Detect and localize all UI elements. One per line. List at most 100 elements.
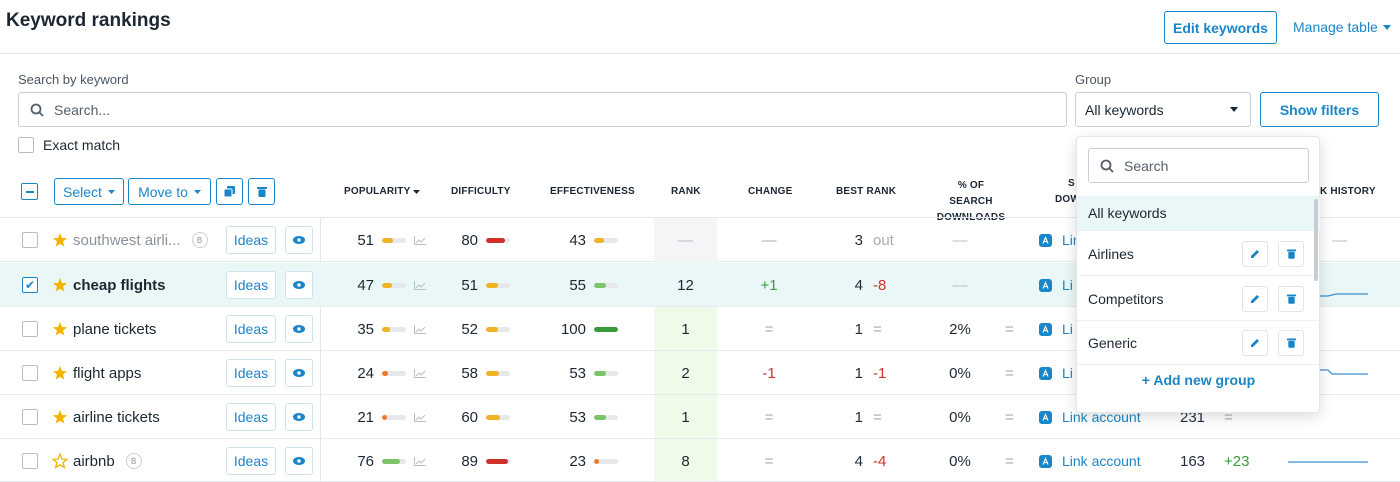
- row-checkbox[interactable]: [22, 365, 38, 381]
- ideas-button[interactable]: Ideas: [226, 271, 276, 299]
- trend-chart-icon[interactable]: [414, 368, 426, 378]
- group-item-all[interactable]: All keywords: [1077, 196, 1320, 231]
- show-filters-button[interactable]: Show filters: [1260, 92, 1379, 127]
- trend-chart-icon[interactable]: [414, 412, 426, 422]
- column-best-rank[interactable]: BEST RANK: [836, 186, 897, 197]
- trash-icon: [256, 187, 267, 197]
- effectiveness-value: 53: [569, 408, 586, 426]
- rank-history-sparkline[interactable]: [1288, 446, 1380, 476]
- edit-group-button[interactable]: [1242, 286, 1268, 312]
- delete-button[interactable]: [248, 178, 275, 205]
- change-value: =: [764, 408, 774, 426]
- link-account-link[interactable]: Li: [1062, 365, 1073, 381]
- difficulty-value: 60: [461, 408, 478, 426]
- eye-icon: [293, 236, 305, 244]
- column-rank[interactable]: RANK: [671, 186, 701, 197]
- view-button[interactable]: [285, 403, 313, 431]
- table-row[interactable]: airline tickets Ideas 21 60 53 1 = 1 = 0% = Link ac…: [0, 395, 1400, 439]
- change-value: +1: [760, 276, 778, 294]
- edit-group-button[interactable]: [1242, 330, 1268, 356]
- pct-downloads-value: 0%: [949, 452, 971, 470]
- link-account-link[interactable]: Li: [1062, 277, 1073, 293]
- star-icon[interactable]: [52, 365, 68, 381]
- ideas-button[interactable]: Ideas: [226, 447, 276, 475]
- row-checkbox[interactable]: [22, 232, 38, 248]
- trend-chart-icon[interactable]: [414, 235, 426, 245]
- row-checkbox[interactable]: ✔: [22, 277, 38, 293]
- rank-value: 1: [681, 320, 690, 338]
- keyword-text[interactable]: airline tickets: [73, 408, 160, 426]
- table-row[interactable]: plane tickets Ideas 35 52 100 1 = 1 = 2% = Li: [0, 307, 1400, 351]
- link-account-link[interactable]: Link account: [1062, 409, 1141, 425]
- add-new-group-button[interactable]: + Add new group: [1141, 372, 1256, 388]
- select-button[interactable]: Select: [54, 178, 124, 205]
- delete-group-button[interactable]: [1278, 330, 1304, 356]
- keyword-text[interactable]: plane tickets: [73, 320, 157, 338]
- trend-chart-icon[interactable]: [414, 324, 426, 334]
- trend-chart-icon[interactable]: [414, 456, 426, 466]
- popularity-value: 76: [357, 452, 374, 470]
- edit-keywords-button[interactable]: Edit keywords: [1164, 11, 1277, 44]
- column-difficulty[interactable]: DIFFICULTY: [451, 186, 511, 197]
- column-change[interactable]: CHANGE: [748, 186, 793, 197]
- trend-chart-icon[interactable]: [414, 280, 426, 290]
- view-button[interactable]: [285, 447, 313, 475]
- table-row[interactable]: flight apps Ideas 24 58 53 2 -1 1 -1 0% = Li: [0, 351, 1400, 395]
- delete-group-button[interactable]: [1278, 241, 1304, 267]
- row-checkbox[interactable]: [22, 409, 38, 425]
- table-row[interactable]: airbnb B Ideas 76 89 23 8 = 4 -4 0% = Link account 16…: [0, 439, 1400, 482]
- keyword-text[interactable]: airbnb: [73, 452, 115, 470]
- select-all-checkbox[interactable]: [21, 183, 38, 200]
- move-to-button[interactable]: Move to: [128, 178, 211, 205]
- exact-match-checkbox[interactable]: [18, 137, 34, 153]
- keyword-text[interactable]: southwest airli...: [73, 231, 181, 249]
- group-item-label: Generic: [1088, 334, 1138, 351]
- edit-group-button[interactable]: [1242, 241, 1268, 267]
- eye-icon: [293, 369, 305, 377]
- effectiveness-bar: [594, 458, 618, 464]
- link-account-link[interactable]: Li: [1062, 321, 1073, 337]
- view-button[interactable]: [285, 271, 313, 299]
- search-input[interactable]: Search...: [18, 92, 1067, 127]
- group-item-generic[interactable]: Generic: [1077, 321, 1320, 365]
- row-checkbox[interactable]: [22, 453, 38, 469]
- group-search-input[interactable]: Search: [1088, 148, 1309, 183]
- table-row[interactable]: southwest airli... B Ideas 51 80 43— —3 out — Lin…: [0, 218, 1400, 262]
- star-icon[interactable]: [52, 277, 68, 293]
- view-button[interactable]: [285, 359, 313, 387]
- keyword-text[interactable]: flight apps: [73, 364, 142, 382]
- difficulty-value: 58: [461, 364, 478, 382]
- best-rank-change: out: [873, 231, 894, 249]
- keyword-text[interactable]: cheap flights: [73, 276, 166, 294]
- copy-button[interactable]: [216, 178, 243, 205]
- group-item-airlines[interactable]: Airlines: [1077, 232, 1320, 276]
- link-account-link[interactable]: Link account: [1062, 453, 1141, 469]
- exact-match-label: Exact match: [43, 137, 121, 153]
- effectiveness-bar: [594, 237, 618, 243]
- difficulty-value: 51: [461, 276, 478, 294]
- sticky-column-divider: [320, 217, 321, 482]
- dropdown-scrollbar[interactable]: [1314, 199, 1318, 281]
- column-popularity[interactable]: POPULARITY: [344, 186, 421, 197]
- change-value: —: [761, 231, 777, 249]
- manage-table-button[interactable]: Manage table: [1293, 19, 1391, 35]
- group-selected: All keywords: [1085, 101, 1164, 118]
- ideas-button[interactable]: Ideas: [226, 226, 276, 254]
- view-button[interactable]: [285, 226, 313, 254]
- ideas-button[interactable]: Ideas: [226, 359, 276, 387]
- star-icon[interactable]: [52, 409, 68, 425]
- ideas-button[interactable]: Ideas: [226, 315, 276, 343]
- group-item-competitors[interactable]: Competitors: [1077, 277, 1320, 321]
- group-select[interactable]: All keywords: [1075, 92, 1251, 127]
- delete-group-button[interactable]: [1278, 286, 1304, 312]
- star-outline-icon[interactable]: [52, 453, 68, 469]
- column-effectiveness[interactable]: EFFECTIVENESS: [550, 186, 635, 197]
- popularity-header: POPULARITY: [344, 186, 411, 197]
- star-icon[interactable]: [52, 232, 68, 248]
- view-button[interactable]: [285, 315, 313, 343]
- ideas-button[interactable]: Ideas: [226, 403, 276, 431]
- popularity-bar: [382, 458, 406, 464]
- caret-down-icon: [1230, 107, 1238, 112]
- star-icon[interactable]: [52, 321, 68, 337]
- row-checkbox[interactable]: [22, 321, 38, 337]
